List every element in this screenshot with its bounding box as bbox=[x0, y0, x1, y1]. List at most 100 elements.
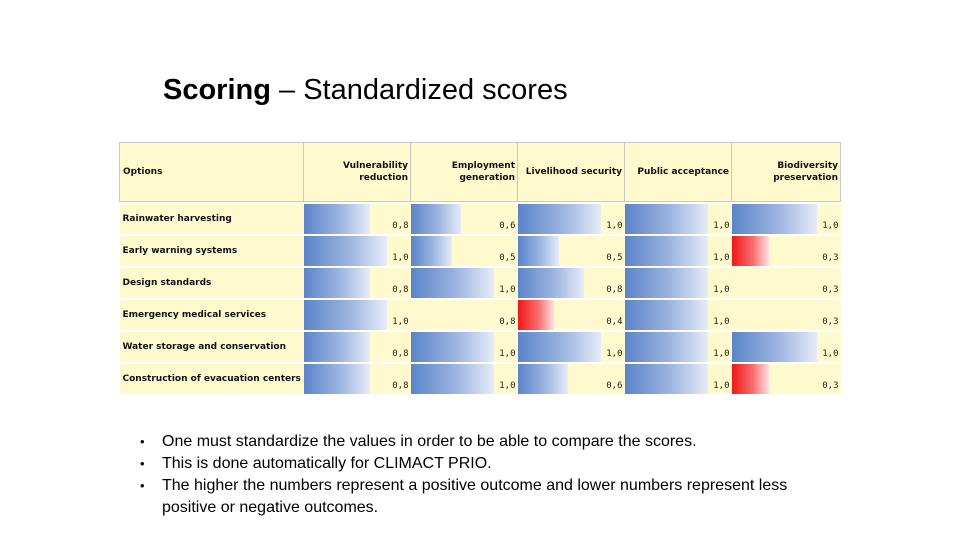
score-value: 1,0 bbox=[606, 221, 623, 231]
score-value: 0,3 bbox=[822, 317, 839, 327]
table-header-row: Options Vulnerability reduction Employmen… bbox=[119, 142, 841, 202]
score-cell: 0,3 bbox=[731, 363, 841, 396]
slide-title-bold: Scoring bbox=[163, 74, 271, 106]
table-row: Construction of evacuation centers 0,8 1,0… bbox=[119, 363, 841, 396]
bullet-item: • One must standardize the values in orde… bbox=[140, 431, 840, 453]
score-cell: 1,0 bbox=[624, 204, 732, 236]
score-cell: 1,0 bbox=[410, 267, 518, 300]
score-value: 1,0 bbox=[392, 253, 409, 263]
score-value: 0,6 bbox=[606, 381, 623, 391]
positive-score-bar bbox=[517, 236, 560, 266]
score-cell: 0,8 bbox=[303, 363, 411, 396]
score-value: 0,8 bbox=[392, 381, 409, 391]
positive-score-bar bbox=[731, 332, 817, 362]
criterion-header-line1: Employment bbox=[451, 161, 515, 171]
option-name: Construction of evacuation centers bbox=[119, 363, 304, 396]
positive-score-bar bbox=[410, 204, 461, 234]
option-name: Design standards bbox=[119, 267, 304, 300]
score-cell: 1,0 bbox=[624, 363, 732, 396]
score-value: 1,0 bbox=[713, 253, 730, 263]
positive-score-bar bbox=[303, 300, 387, 330]
score-cell: 0,6 bbox=[517, 363, 625, 396]
score-value: 0,3 bbox=[822, 253, 839, 263]
bullet-text: The higher the numbers represent a posit… bbox=[162, 477, 788, 516]
positive-score-bar bbox=[731, 204, 817, 234]
criterion-header: Biodiversity preservation bbox=[731, 142, 841, 202]
score-cell: 0,5 bbox=[410, 235, 518, 268]
score-value: 0,6 bbox=[499, 221, 516, 231]
positive-score-bar bbox=[624, 300, 708, 330]
score-value: 0,8 bbox=[606, 285, 623, 295]
score-cell: 0,8 bbox=[303, 331, 411, 364]
score-cell: 1,0 bbox=[517, 331, 625, 364]
table-row: Design standards 0,8 1,0 0,8 1,0 0,3 bbox=[119, 267, 841, 300]
score-value: 1,0 bbox=[822, 349, 839, 359]
bullet-dot-icon: • bbox=[140, 478, 145, 493]
criterion-header-line2: preservation bbox=[773, 173, 838, 183]
score-cell: 1,0 bbox=[517, 204, 625, 236]
score-value: 1,0 bbox=[499, 381, 516, 391]
bullet-text: One must standardize the values in order… bbox=[162, 433, 697, 450]
score-value: 1,0 bbox=[606, 349, 623, 359]
score-value: 0,3 bbox=[822, 285, 839, 295]
positive-score-bar bbox=[303, 332, 371, 362]
positive-score-bar bbox=[517, 204, 601, 234]
score-cell: 1,0 bbox=[410, 363, 518, 396]
score-value: 1,0 bbox=[392, 317, 409, 327]
table-row: Water storage and conservation 0,8 1,0 1,0 1… bbox=[119, 331, 841, 364]
score-cell: 0,8 bbox=[303, 267, 411, 300]
criterion-header-line2: generation bbox=[459, 173, 515, 183]
score-value: 1,0 bbox=[713, 349, 730, 359]
score-cell: 0,8 bbox=[303, 204, 411, 236]
positive-score-bar bbox=[303, 364, 371, 394]
positive-score-bar bbox=[517, 364, 568, 394]
table-row: Emergency medical services 1,0 0,8 0,4 1,0 0,… bbox=[119, 299, 841, 332]
scores-table: Options Vulnerability reduction Employmen… bbox=[119, 142, 841, 397]
positive-score-bar bbox=[410, 364, 494, 394]
score-cell: 1,0 bbox=[410, 331, 518, 364]
criterion-header-line1: Livelihood security bbox=[525, 167, 622, 177]
score-value: 1,0 bbox=[822, 221, 839, 231]
score-value: 1,0 bbox=[713, 285, 730, 295]
option-name: Early warning systems bbox=[119, 235, 304, 268]
table-row: Early warning systems 1,0 0,5 0,5 1,0 0,3 bbox=[119, 235, 841, 268]
bullet-dot-icon: • bbox=[140, 434, 145, 449]
score-value: 0,8 bbox=[499, 317, 516, 327]
positive-score-bar bbox=[624, 236, 708, 266]
bullet-list: • One must standardize the values in orde… bbox=[140, 431, 840, 519]
score-cell: 0,6 bbox=[410, 204, 518, 236]
bullet-dot-icon: • bbox=[140, 456, 145, 471]
score-cell: 1,0 bbox=[303, 235, 411, 268]
positive-score-bar bbox=[624, 364, 708, 394]
score-cell: 1,0 bbox=[624, 235, 732, 268]
bullet-text: This is done automatically for CLIMACT P… bbox=[162, 455, 492, 472]
option-name: Water storage and conservation bbox=[119, 331, 304, 364]
option-name: Rainwater harvesting bbox=[119, 204, 304, 236]
positive-score-bar bbox=[624, 332, 708, 362]
score-cell: 1,0 bbox=[624, 267, 732, 300]
score-cell: 1,0 bbox=[303, 299, 411, 332]
score-cell: 0,8 bbox=[410, 299, 518, 332]
score-cell: 0,3 bbox=[731, 267, 841, 300]
positive-score-bar bbox=[410, 236, 453, 266]
criterion-header: Public acceptance bbox=[624, 142, 732, 202]
criterion-header: Livelihood security bbox=[517, 142, 625, 202]
positive-score-bar bbox=[410, 332, 494, 362]
table-body: Rainwater harvesting 0,8 0,6 1,0 1,0 1,0 Early… bbox=[119, 201, 841, 396]
score-cell: 0,4 bbox=[517, 299, 625, 332]
slide-title: Scoring – Standardized scores bbox=[163, 74, 568, 107]
score-cell: 1,0 bbox=[624, 331, 732, 364]
criterion-header: Vulnerability reduction bbox=[303, 142, 411, 202]
positive-score-bar bbox=[517, 268, 585, 298]
table-row: Rainwater harvesting 0,8 0,6 1,0 1,0 1,0 bbox=[119, 204, 841, 236]
score-value: 0,5 bbox=[499, 253, 516, 263]
criterion-header-line2: reduction bbox=[359, 173, 408, 183]
score-value: 0,3 bbox=[822, 381, 839, 391]
score-value: 1,0 bbox=[499, 285, 516, 295]
score-value: 1,0 bbox=[713, 221, 730, 231]
criterion-header-line1: Vulnerability bbox=[342, 161, 408, 171]
positive-score-bar bbox=[410, 268, 494, 298]
positive-score-bar bbox=[303, 236, 387, 266]
score-cell: 0,8 bbox=[517, 267, 625, 300]
bullet-item: • The higher the numbers represent a posi… bbox=[140, 475, 840, 519]
